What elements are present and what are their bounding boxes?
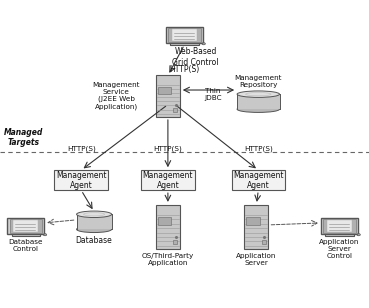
Text: Application
Server: Application Server — [236, 253, 277, 265]
FancyBboxPatch shape — [327, 220, 352, 232]
FancyBboxPatch shape — [156, 205, 180, 249]
FancyBboxPatch shape — [10, 219, 42, 233]
Text: Management
Agent: Management Agent — [56, 171, 106, 190]
FancyBboxPatch shape — [158, 87, 171, 94]
Text: Managed
Targets: Managed Targets — [4, 128, 44, 147]
FancyBboxPatch shape — [246, 217, 259, 225]
Ellipse shape — [77, 211, 111, 217]
Text: Management
Repository: Management Repository — [235, 75, 282, 88]
Ellipse shape — [44, 234, 46, 236]
Ellipse shape — [77, 226, 111, 233]
Ellipse shape — [237, 91, 280, 97]
FancyBboxPatch shape — [166, 26, 203, 43]
Text: Web-Based
Grid Control: Web-Based Grid Control — [172, 47, 219, 67]
Text: HTTP(S): HTTP(S) — [154, 145, 182, 152]
FancyBboxPatch shape — [325, 234, 354, 236]
FancyBboxPatch shape — [141, 170, 195, 190]
FancyBboxPatch shape — [244, 205, 268, 249]
Text: Database
Control: Database Control — [8, 239, 43, 252]
FancyBboxPatch shape — [168, 28, 201, 42]
Text: Database: Database — [76, 236, 113, 245]
Ellipse shape — [202, 43, 206, 45]
FancyBboxPatch shape — [12, 234, 40, 236]
FancyBboxPatch shape — [77, 214, 111, 229]
FancyBboxPatch shape — [321, 217, 358, 234]
FancyBboxPatch shape — [55, 170, 108, 190]
Text: HTTP(S): HTTP(S) — [244, 145, 273, 152]
FancyBboxPatch shape — [232, 170, 285, 190]
FancyBboxPatch shape — [7, 217, 44, 234]
Ellipse shape — [357, 234, 360, 236]
Text: OS/Third-Party
Application: OS/Third-Party Application — [142, 253, 194, 265]
FancyBboxPatch shape — [237, 94, 280, 109]
Text: Thin
JDBC: Thin JDBC — [204, 88, 222, 101]
Text: Management
Agent: Management Agent — [143, 171, 193, 190]
Ellipse shape — [237, 106, 280, 112]
Text: Application
Server
Control: Application Server Control — [319, 239, 360, 259]
FancyBboxPatch shape — [262, 240, 266, 244]
FancyBboxPatch shape — [173, 240, 177, 244]
FancyBboxPatch shape — [158, 217, 171, 225]
FancyBboxPatch shape — [170, 43, 199, 45]
Text: Management
Service
(J2EE Web
Application): Management Service (J2EE Web Application… — [93, 83, 140, 110]
Text: Management
Agent: Management Agent — [233, 171, 283, 190]
FancyBboxPatch shape — [14, 220, 38, 232]
Text: HTTP(S): HTTP(S) — [169, 65, 200, 74]
FancyBboxPatch shape — [323, 219, 356, 233]
Text: HTTP(S): HTTP(S) — [67, 145, 96, 152]
FancyBboxPatch shape — [172, 29, 197, 41]
FancyBboxPatch shape — [156, 75, 180, 117]
FancyBboxPatch shape — [173, 108, 177, 112]
